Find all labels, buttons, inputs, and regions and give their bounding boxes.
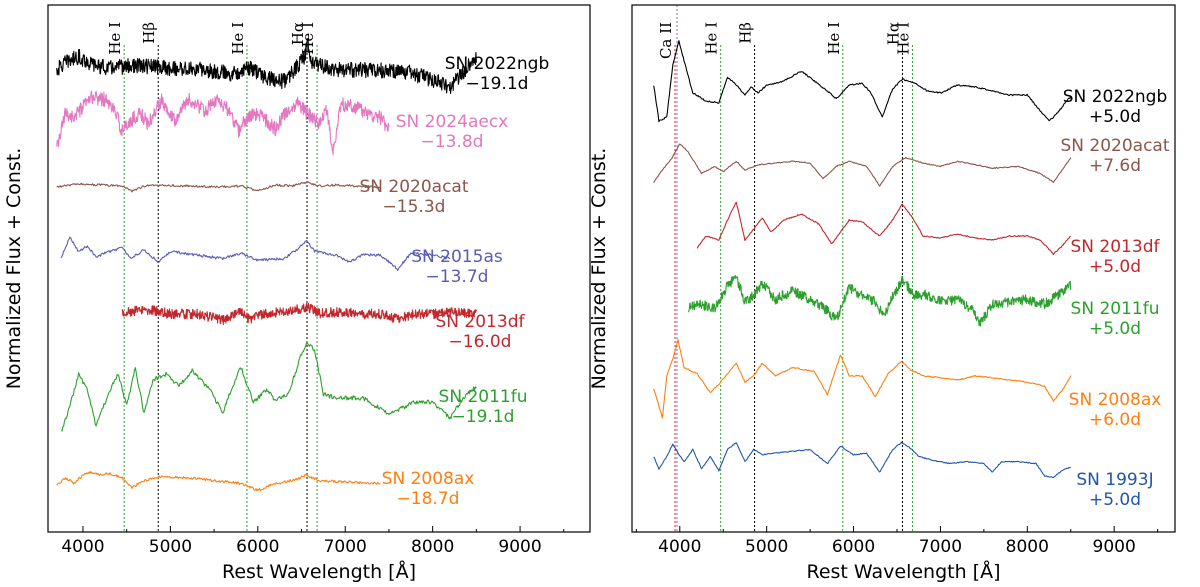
x-tick-label: 8000 [411, 537, 454, 557]
series-phase-label: −13.8d [421, 132, 484, 152]
reference-line-label: Hβ [737, 22, 755, 44]
x-tick-label: 4000 [61, 537, 104, 557]
spectrum-line [687, 275, 1072, 327]
series-name-label: SN 2020acat [359, 177, 468, 197]
series-name-label: SN 2008ax [382, 469, 475, 489]
x-tick-label: 6000 [832, 537, 875, 557]
x-tick-label: 7000 [919, 537, 962, 557]
x-tick-label: 4000 [658, 537, 701, 557]
spectrum-line [60, 340, 477, 432]
reference-line-label: Hα [884, 22, 902, 45]
series-phase-label: −19.1d [466, 74, 529, 94]
spectrum-line [60, 236, 451, 272]
series-phase-label: −18.7d [397, 489, 460, 509]
series-phase-label: +5.0d [1089, 490, 1141, 510]
spectrum-line [653, 441, 1071, 479]
series-phase-label: −19.1d [452, 407, 515, 427]
series-name-label: SN 2011fu [439, 387, 528, 407]
reference-line-label: He I [106, 22, 124, 55]
x-tick-label: 9000 [498, 537, 541, 557]
series-name-label: SN 2022ngb [445, 54, 550, 74]
spectrum-line [696, 201, 1071, 256]
y-axis-label: Normalized Flux + Const. [588, 148, 610, 390]
spectrum-line [56, 37, 477, 94]
series-name-label: SN 2008ax [1069, 390, 1162, 410]
x-axis-label: Rest Wavelength [Å] [222, 560, 416, 583]
series-name-label: SN 1993J [1076, 470, 1153, 490]
series-name-label: SN 2013df [436, 312, 526, 332]
x-tick-label: 5000 [149, 537, 192, 557]
x-tick-label: 6000 [236, 537, 279, 557]
series-phase-label: +6.0d [1089, 410, 1141, 430]
reference-line-label: He I [299, 22, 317, 55]
axes-frame [47, 4, 591, 533]
series-name-label: SN 2022ngb [1063, 87, 1168, 107]
spectrum-line [121, 302, 477, 326]
series-name-label: SN 2013df [1071, 237, 1161, 257]
reference-line-label: He I [703, 22, 721, 55]
x-tick-label: 7000 [324, 537, 367, 557]
series-name-label: SN 2011fu [1071, 299, 1160, 319]
spectrum-line [56, 470, 381, 492]
x-tick-label: 9000 [1093, 537, 1136, 557]
reference-line-label: He I [229, 22, 247, 55]
x-tick-label: 8000 [1006, 537, 1049, 557]
x-tick-label: 5000 [745, 537, 788, 557]
series-name-label: SN 2020acat [1060, 136, 1169, 156]
reference-line-label: He I [825, 22, 843, 55]
series-phase-label: +5.0d [1089, 257, 1141, 277]
reference-line-label: He I [894, 22, 912, 55]
spectrum-line [653, 339, 1072, 419]
x-axis-label: Rest Wavelength [Å] [807, 560, 1001, 583]
series-name-label: SN 2015as [411, 247, 503, 267]
spectrum-line [653, 40, 1072, 123]
reference-line-label: Ca II [657, 22, 675, 59]
series-phase-label: −16.0d [449, 332, 512, 352]
reference-line-label: Hβ [140, 22, 158, 44]
series-phase-label: +5.0d [1089, 319, 1141, 339]
series-phase-label: +7.6d [1089, 156, 1141, 176]
series-phase-label: −13.7d [426, 267, 489, 287]
series-phase-label: +5.0d [1089, 107, 1141, 127]
spectrum-line [653, 143, 1072, 187]
y-axis-label: Normalized Flux + Const. [3, 148, 25, 390]
spectrum-line [56, 181, 381, 193]
reference-line-label: Hα [289, 22, 307, 45]
axes-frame [631, 4, 1176, 533]
series-name-label: SN 2024aecx [396, 112, 508, 132]
spectrum-line [56, 90, 390, 155]
series-phase-label: −15.3d [383, 197, 446, 217]
